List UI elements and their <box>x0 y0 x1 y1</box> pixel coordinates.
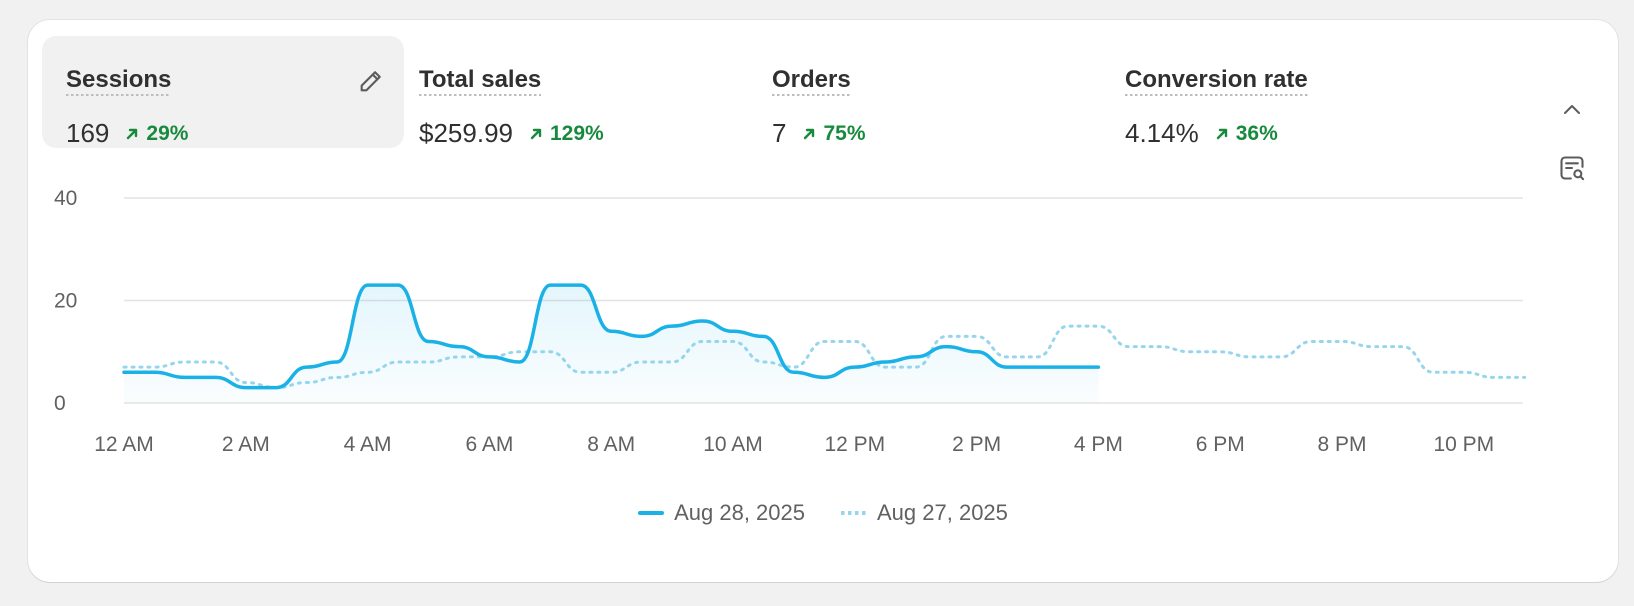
metric-title[interactable]: Sessions <box>66 66 172 96</box>
chart-legend: Aug 28, 2025 Aug 27, 2025 <box>28 500 1618 526</box>
metric-value: 4.14% <box>1125 118 1199 148</box>
x-tick-label: 12 AM <box>94 433 154 456</box>
x-tick-label: 4 AM <box>344 433 392 456</box>
edit-metric-button[interactable] <box>354 64 388 98</box>
change-badge: 75% <box>802 121 866 146</box>
arrow-up-right-icon <box>1216 128 1227 139</box>
x-tick-label: 8 AM <box>587 433 635 456</box>
metric-tab-orders[interactable]: Orders 7 75% <box>748 36 1110 148</box>
x-tick-label: 12 PM <box>824 433 885 456</box>
series-area-current <box>124 285 1099 403</box>
legend-label: Aug 27, 2025 <box>877 500 1008 525</box>
metric-value: 7 <box>772 118 787 148</box>
change-value: 129% <box>549 121 604 145</box>
arrow-up-right-icon <box>127 128 138 139</box>
series-line-previous <box>122 324 1527 390</box>
y-tick-label: 0 <box>54 392 66 415</box>
x-tick-label: 8 PM <box>1317 433 1366 456</box>
change-badge: 29% <box>125 122 188 146</box>
legend-swatch-solid <box>638 511 665 515</box>
x-tick-label: 10 PM <box>1433 433 1494 456</box>
change-badge: 129% <box>529 122 604 146</box>
y-tick-label: 40 <box>54 187 77 210</box>
legend-item-current[interactable]: Aug 28, 2025 <box>638 500 805 526</box>
metric-tab-conversion-rate[interactable]: Conversion rate 4.14% 36% <box>1101 36 1463 148</box>
metric-title[interactable]: Orders <box>772 66 851 96</box>
sessions-line-chart: 0 20 40 12 AM 2 AM 4 AM 6 AM 8 AM 10 AM 12 PM 2 P… <box>54 187 1527 456</box>
metric-value-row: 169 29% <box>66 118 188 149</box>
metric-tab-total-sales[interactable]: Total sales $259.99 129% <box>395 36 757 148</box>
metric-value-row: 4.14% 36% <box>1125 118 1278 149</box>
view-report-button[interactable] <box>1552 148 1592 188</box>
metric-value: 169 <box>66 118 110 148</box>
sessions-analytics-card: Sessions 169 29% Total sales $259.99 129… <box>28 20 1618 582</box>
legend-label: Aug 28, 2025 <box>674 500 805 525</box>
change-badge: 36% <box>1215 122 1278 146</box>
x-tick-label: 6 AM <box>465 433 513 456</box>
y-tick-label: 20 <box>54 290 77 313</box>
change-value: 75% <box>823 121 866 145</box>
legend-swatch-dotted <box>841 511 867 515</box>
legend-item-previous[interactable]: Aug 27, 2025 <box>841 500 1008 526</box>
x-tick-label: 2 PM <box>952 433 1001 456</box>
metric-tab-sessions[interactable]: Sessions 169 29% <box>42 36 404 148</box>
pencil-icon <box>360 71 381 92</box>
metric-value-row: 7 75% <box>772 118 866 149</box>
x-tick-label: 6 PM <box>1196 433 1245 456</box>
x-tick-label: 10 AM <box>703 433 763 456</box>
chevron-up-icon <box>1564 105 1580 114</box>
metric-value-row: $259.99 129% <box>419 118 604 149</box>
change-value: 36% <box>1235 121 1278 145</box>
metric-title[interactable]: Conversion rate <box>1125 66 1308 96</box>
metric-title[interactable]: Total sales <box>419 66 542 96</box>
collapse-button[interactable] <box>1554 92 1590 128</box>
change-value: 29% <box>146 121 189 145</box>
metric-value: $259.99 <box>419 118 513 148</box>
arrow-up-right-icon <box>530 128 542 139</box>
report-search-icon <box>1560 156 1585 181</box>
x-tick-label: 2 AM <box>222 433 270 456</box>
series-line-current <box>122 283 1101 390</box>
x-tick-label: 4 PM <box>1074 433 1123 456</box>
arrow-up-right-icon <box>804 128 815 139</box>
